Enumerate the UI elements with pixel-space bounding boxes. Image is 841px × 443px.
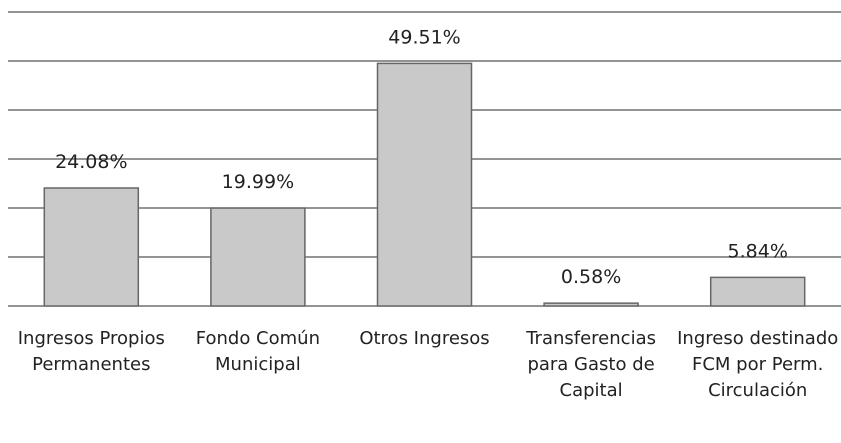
bar [210, 207, 306, 307]
data-label: 5.84% [728, 240, 788, 262]
bar [543, 302, 639, 307]
x-tick-label: Ingreso destinado FCM por Perm. Circulac… [677, 328, 839, 401]
x-tick-label: Transferencias para Gasto de Capital [526, 328, 656, 401]
data-label: 19.99% [222, 171, 294, 193]
x-tick-label: Fondo Común Municipal [195, 328, 320, 375]
data-label: 24.08% [55, 151, 127, 173]
x-tick-label: Otros Ingresos [359, 328, 490, 349]
bar [43, 187, 140, 307]
data-label: 0.58% [561, 266, 621, 288]
x-tick-label: Ingresos Propios Permanentes [17, 328, 165, 375]
data-label: 49.51% [388, 26, 460, 48]
bar [709, 276, 806, 307]
bar [376, 62, 473, 307]
